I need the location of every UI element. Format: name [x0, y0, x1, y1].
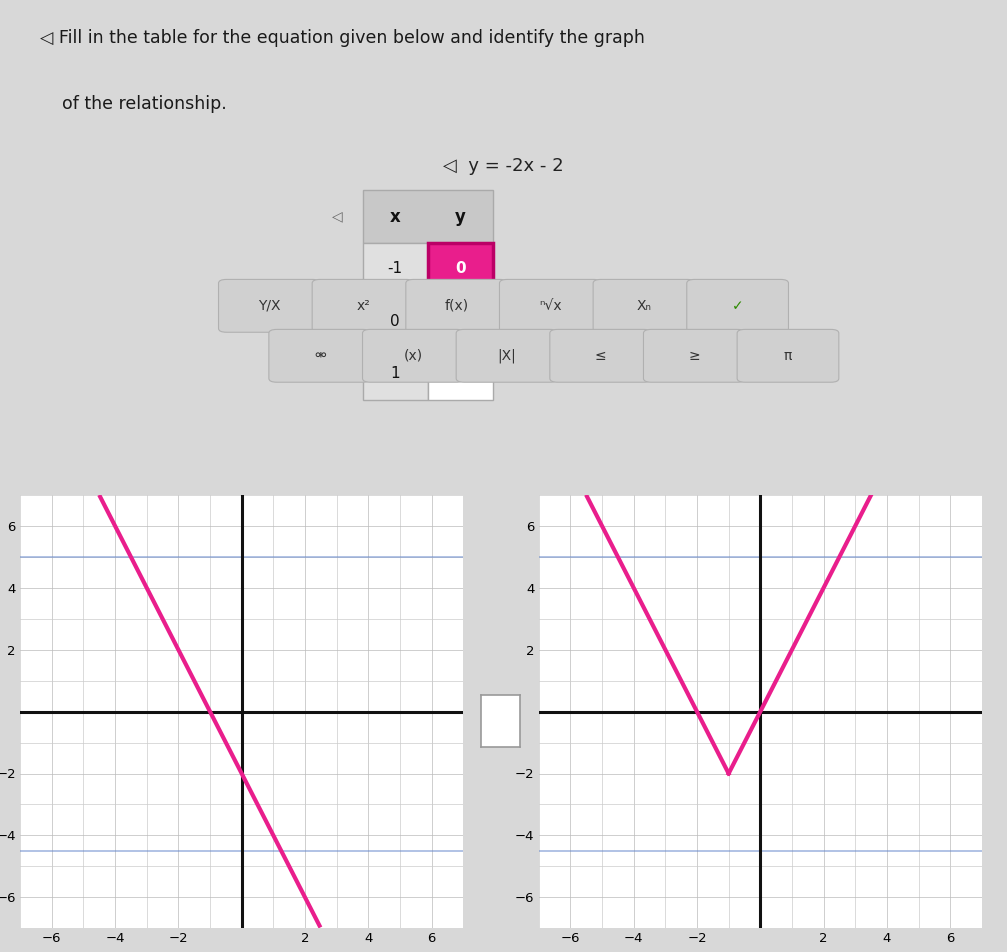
Text: ◁ Fill in the table for the equation given below and identify the graph: ◁ Fill in the table for the equation giv…: [40, 29, 645, 47]
Text: π: π: [783, 348, 793, 363]
Text: Xₙ: Xₙ: [636, 299, 652, 313]
FancyBboxPatch shape: [363, 243, 428, 295]
FancyBboxPatch shape: [219, 280, 320, 332]
FancyBboxPatch shape: [312, 280, 414, 332]
Text: ◁  y = -2x - 2: ◁ y = -2x - 2: [443, 157, 564, 175]
Text: ≤: ≤: [595, 348, 606, 363]
Text: of the relationship.: of the relationship.: [40, 95, 227, 113]
Text: f(x): f(x): [445, 299, 468, 313]
FancyBboxPatch shape: [363, 347, 428, 400]
FancyBboxPatch shape: [363, 295, 428, 347]
FancyBboxPatch shape: [643, 329, 745, 383]
Text: ✓: ✓: [732, 299, 743, 313]
Text: |X|: |X|: [497, 348, 517, 363]
Text: ⚮: ⚮: [314, 348, 325, 363]
Text: y: y: [455, 208, 466, 226]
Text: 0: 0: [455, 262, 466, 276]
FancyBboxPatch shape: [428, 347, 493, 400]
FancyBboxPatch shape: [499, 280, 601, 332]
Text: 0: 0: [391, 314, 400, 328]
Text: Y/X: Y/X: [258, 299, 281, 313]
FancyBboxPatch shape: [550, 329, 652, 383]
Text: ◁: ◁: [332, 209, 342, 224]
Text: ⁿ√x: ⁿ√x: [539, 299, 562, 313]
FancyBboxPatch shape: [593, 280, 695, 332]
FancyBboxPatch shape: [737, 329, 839, 383]
FancyBboxPatch shape: [406, 280, 508, 332]
FancyBboxPatch shape: [363, 329, 464, 383]
Text: x: x: [390, 208, 401, 226]
Text: (x): (x): [404, 348, 423, 363]
FancyBboxPatch shape: [363, 190, 493, 243]
Text: x²: x²: [356, 299, 370, 313]
Text: -1: -1: [388, 262, 403, 276]
FancyBboxPatch shape: [428, 243, 493, 295]
Text: ≥: ≥: [689, 348, 700, 363]
Text: 1: 1: [391, 367, 400, 381]
FancyBboxPatch shape: [269, 329, 371, 383]
FancyBboxPatch shape: [687, 280, 788, 332]
FancyBboxPatch shape: [456, 329, 558, 383]
FancyBboxPatch shape: [428, 295, 493, 347]
